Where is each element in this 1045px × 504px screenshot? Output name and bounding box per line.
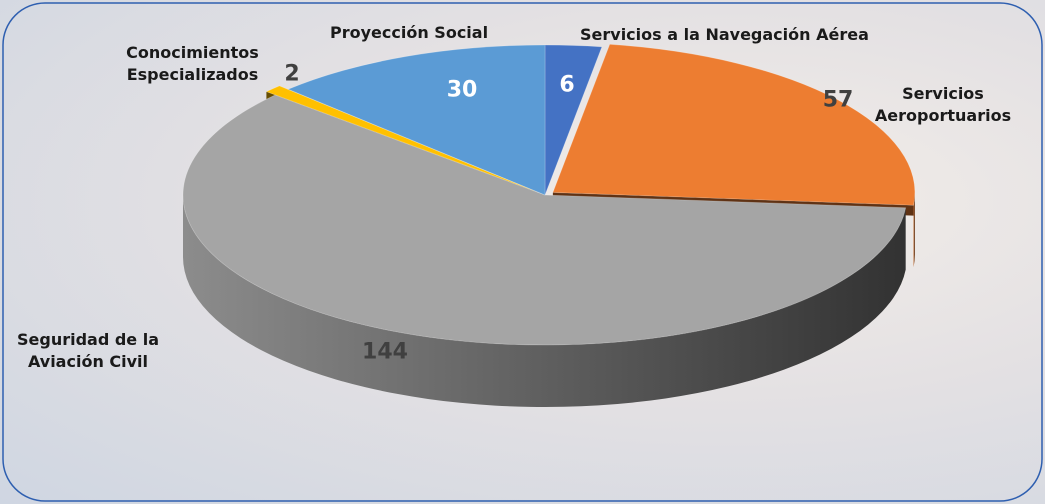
data-label: 6	[559, 73, 574, 98]
category-label: Servicios a la Navegación Aérea	[580, 24, 910, 46]
category-label: Conocimientos Especializados	[110, 42, 275, 86]
data-label: 144	[362, 340, 408, 365]
slice	[553, 44, 915, 205]
category-label: Proyección Social	[330, 22, 510, 44]
category-label: Seguridad de la Aviación Civil	[8, 329, 168, 373]
data-label: 2	[284, 62, 299, 87]
chart-panel: 6 57 144 2 30 Servicios a la Navegación Aérea…	[0, 0, 1045, 504]
data-label: 30	[447, 78, 478, 103]
category-label: Servicios Aeroportuarios	[868, 83, 1018, 127]
data-label: 57	[823, 88, 854, 113]
